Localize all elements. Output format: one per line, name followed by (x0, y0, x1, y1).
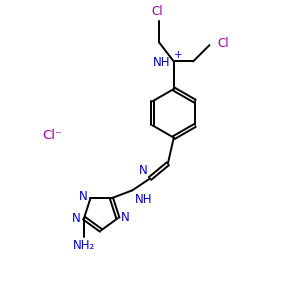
Text: N: N (121, 211, 130, 224)
Text: NH: NH (153, 56, 170, 69)
Text: N: N (139, 164, 148, 177)
Text: Cl⁻: Cl⁻ (42, 129, 62, 142)
Text: Cl: Cl (217, 37, 229, 50)
Text: N: N (79, 190, 88, 203)
Text: Cl: Cl (152, 5, 163, 18)
Text: N: N (72, 212, 80, 225)
Text: NH₂: NH₂ (73, 239, 95, 252)
Text: NH: NH (134, 193, 152, 206)
Text: +: + (174, 50, 182, 60)
